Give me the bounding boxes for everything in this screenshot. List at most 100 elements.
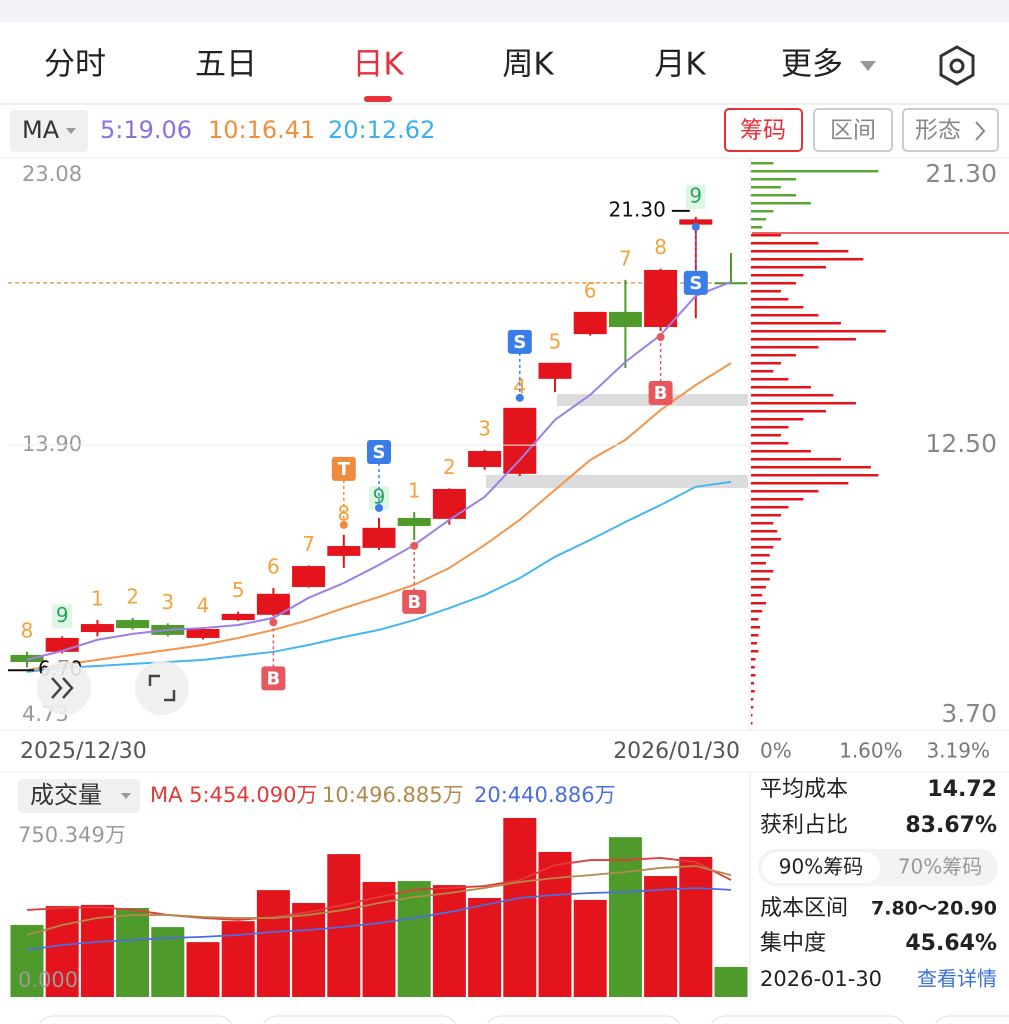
support-zone: [486, 475, 748, 488]
ma20-value: 20:12.62: [328, 116, 435, 144]
chip-bar: [751, 378, 789, 381]
signal-badge: [331, 456, 356, 481]
candle-body: [362, 527, 396, 548]
count-label: 2: [126, 584, 139, 608]
volume-ma-line: [26, 857, 732, 921]
chip-bar: [751, 610, 763, 613]
candle-body: [256, 593, 290, 615]
tab[interactable]: 周K: [502, 47, 554, 83]
tab[interactable]: 月K: [654, 47, 706, 83]
signal-badge: [402, 589, 427, 614]
signal-dot: [375, 503, 383, 512]
volume-plot: [10, 818, 748, 997]
chip-bar: [751, 722, 753, 725]
fullscreen-button[interactable]: [135, 661, 189, 715]
count-label: 7: [619, 246, 632, 270]
count-label: 5: [549, 329, 562, 353]
candle-body: [221, 613, 255, 621]
dropdown-arrow: [66, 128, 76, 134]
button-range[interactable]: [813, 108, 893, 152]
volume-bar: [292, 903, 326, 997]
chip-bar: [751, 618, 759, 621]
stat-date: 2026-01-30: [760, 967, 882, 991]
chip-bar: [751, 410, 826, 413]
toggle-option[interactable]: 90%筹码: [779, 855, 863, 879]
chip-bar: [751, 178, 796, 181]
button-pattern[interactable]: [902, 108, 999, 152]
candle-body: [468, 451, 502, 468]
chip-bar: [751, 322, 841, 325]
chip-bar: [751, 218, 766, 221]
chip-bar: [751, 506, 789, 509]
volume-bar: [256, 890, 290, 997]
volume-chip[interactable]: [18, 779, 140, 813]
bottom-pill[interactable]: [934, 1015, 1009, 1024]
volume-tick-label: 750.349万: [18, 823, 126, 847]
candle-body: [538, 362, 572, 379]
candle-body: [80, 624, 114, 633]
chip-bar: [751, 314, 819, 317]
settings-icon[interactable]: [939, 45, 975, 86]
tab[interactable]: 更多: [781, 47, 843, 83]
details-link[interactable]: 查看详情: [917, 967, 997, 991]
signal-badge: [507, 329, 532, 354]
chip-bar: [751, 194, 796, 197]
chip-bar: [751, 402, 856, 405]
scroll-button[interactable]: [37, 661, 91, 715]
button-chips[interactable]: [724, 108, 803, 152]
chip-bar: [751, 370, 774, 373]
candle-body: [10, 654, 44, 662]
candle-body: [432, 488, 466, 519]
dropdown-arrow: [121, 793, 131, 799]
chip-bar: [751, 634, 759, 637]
bottom-pill[interactable]: [262, 1015, 457, 1024]
bottom-pill[interactable]: [486, 1015, 681, 1024]
chip-bar: [751, 258, 864, 261]
count-label: 4: [197, 594, 210, 618]
stat-label: 平均成本: [760, 777, 848, 802]
ma-line: [26, 281, 732, 661]
tab-active[interactable]: 日K: [352, 47, 404, 83]
date-end: 2026/01/30: [613, 739, 740, 764]
count-label: 8: [337, 501, 350, 525]
tab-underline: [364, 96, 392, 102]
volume-bar: [221, 921, 255, 997]
chip-bar: [751, 642, 757, 645]
signal-label: B: [407, 592, 421, 613]
chip-bar: [751, 562, 766, 565]
count-label: 1: [408, 479, 421, 503]
chip-bar: [751, 530, 778, 533]
chip-bar: [751, 274, 804, 277]
count-label: 8: [21, 618, 34, 642]
chip-bar: [751, 514, 781, 517]
toggle-selected[interactable]: [762, 852, 880, 883]
dropdown-arrow: [860, 61, 876, 71]
chip-bar: [751, 674, 756, 677]
vol-ma10: 10:496.885万: [322, 783, 464, 807]
count-label: 2: [443, 455, 456, 479]
chip-bar: [751, 242, 819, 245]
chip-bar: [751, 482, 849, 485]
candle-body: [573, 311, 607, 335]
status-strip: [0, 0, 1009, 22]
ma-chip[interactable]: [10, 110, 88, 152]
ma5-value: 5:19.06: [100, 116, 192, 144]
ma-label: MA: [22, 116, 60, 144]
toggle-option[interactable]: 70%筹码: [898, 855, 982, 879]
chevron: [975, 121, 986, 141]
chip-bar: [751, 538, 781, 541]
tab[interactable]: 五日: [195, 47, 257, 83]
signal-label: T: [338, 459, 351, 480]
date-start: 2025/12/30: [20, 739, 147, 764]
bottom-pill[interactable]: [38, 1015, 233, 1024]
chip-bar: [751, 546, 774, 549]
tab[interactable]: 分时: [44, 47, 106, 83]
chip-tick-label: 21.30: [925, 159, 997, 188]
chip-tick-label: 3.70: [941, 699, 997, 728]
chip-bar: [751, 666, 755, 669]
chip-x-label: 0%: [760, 739, 792, 763]
chip-bar: [751, 658, 756, 661]
bottom-pill[interactable]: [710, 1015, 905, 1024]
signal-badge: [261, 666, 286, 691]
